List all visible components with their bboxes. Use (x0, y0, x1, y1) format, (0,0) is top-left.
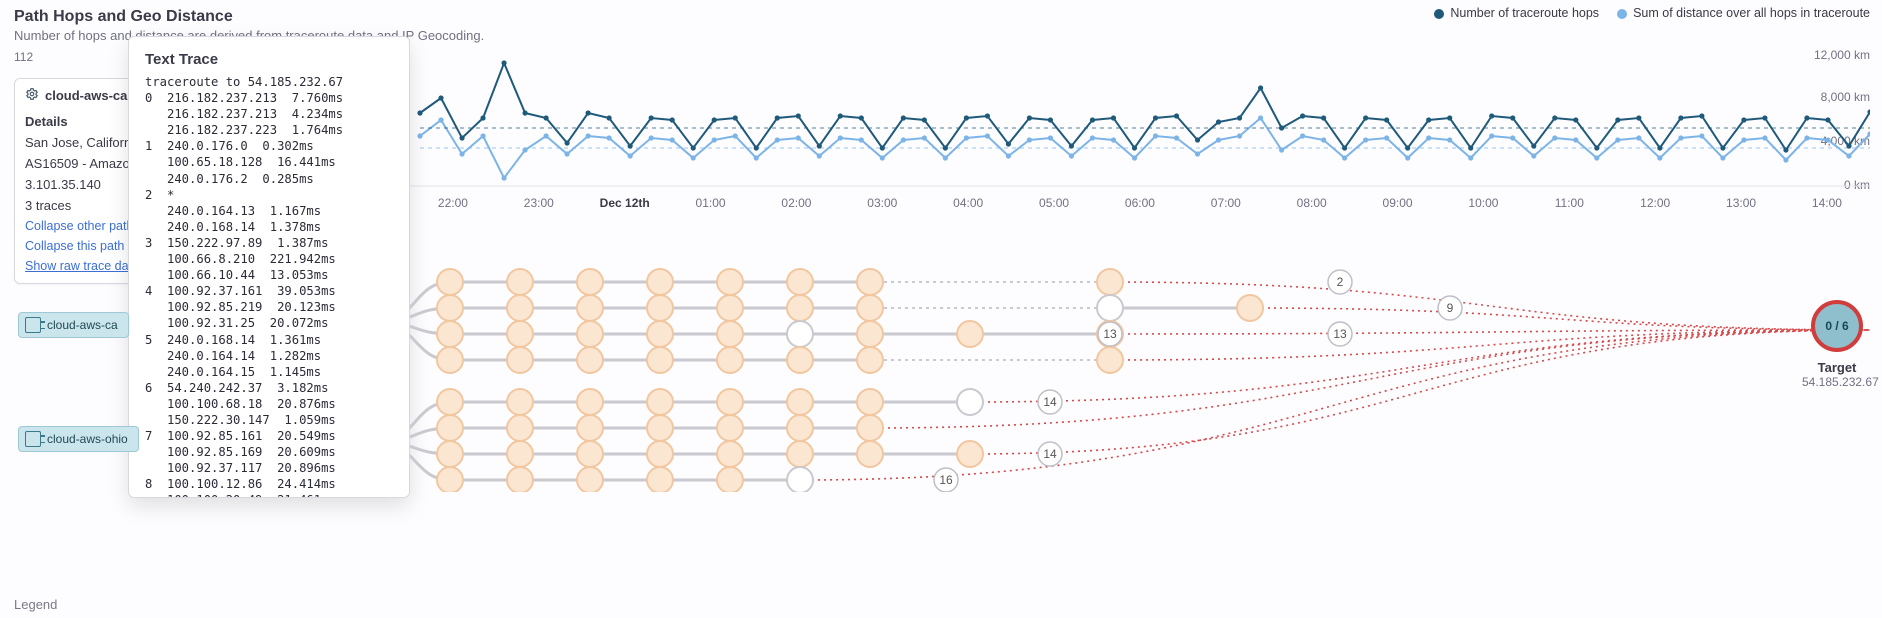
detail-location: San Jose, California (25, 135, 145, 150)
chart-legend: Number of traceroute hops Sum of distanc… (1434, 6, 1870, 20)
source-chip-label: cloud-aws-ca (47, 318, 118, 332)
xaxis-tick: 10:00 (1441, 196, 1527, 210)
svg-text:14: 14 (1043, 395, 1057, 409)
target-ip: 54.185.232.67 (1802, 375, 1872, 389)
text-trace-body[interactable]: traceroute to 54.185.232.67 0 216.182.23… (129, 74, 409, 498)
source-chip-label: cloud-aws-ohio (47, 432, 128, 446)
legend-label: Sum of distance over all hops in tracero… (1633, 6, 1870, 20)
xaxis-tick: 02:00 (754, 196, 840, 210)
xaxis-tick: 12:00 (1612, 196, 1698, 210)
xaxis-tick: 08:00 (1269, 196, 1355, 210)
xaxis-tick: 11:00 (1526, 196, 1612, 210)
xaxis-tick: 06:00 (1097, 196, 1183, 210)
svg-text:13: 13 (1103, 327, 1117, 341)
legend-heading: Legend (14, 597, 57, 612)
source-chip-ohio[interactable]: cloud-aws-ohio (18, 426, 139, 452)
details-heading: Details (25, 114, 145, 129)
xaxis-tick: 14:00 (1784, 196, 1870, 210)
svg-text:16: 16 (939, 473, 953, 487)
xaxis-tick: 23:00 (496, 196, 582, 210)
detail-ip: 3.101.35.140 (25, 177, 145, 192)
xaxis-tick: 01:00 (668, 196, 754, 210)
page-title: Path Hops and Geo Distance (14, 8, 484, 26)
plug-icon (25, 317, 41, 333)
source-title: cloud-aws-ca (45, 88, 127, 103)
svg-text:13: 13 (1333, 327, 1347, 341)
legend-label: Number of traceroute hops (1450, 6, 1599, 20)
target-ratio: 0 / 6 (1811, 300, 1863, 352)
text-trace-content: traceroute to 54.185.232.67 0 216.182.23… (145, 74, 393, 498)
gear-icon (25, 87, 39, 104)
source-chip-ca[interactable]: cloud-aws-ca (18, 312, 129, 338)
link-collapse-other[interactable]: Collapse other paths (25, 219, 145, 233)
svg-text:14: 14 (1043, 447, 1057, 461)
link-show-raw-trace[interactable]: Show raw trace data (25, 259, 145, 273)
text-trace-title: Text Trace (129, 37, 409, 74)
xaxis-tick: 13:00 (1698, 196, 1784, 210)
legend-item-distance[interactable]: Sum of distance over all hops in tracero… (1617, 6, 1870, 20)
plug-icon (25, 431, 41, 447)
svg-text:2: 2 (1337, 275, 1344, 289)
target-label: Target (1802, 360, 1872, 375)
xaxis-tick: 04:00 (925, 196, 1011, 210)
xaxis-tick: 07:00 (1183, 196, 1269, 210)
svg-text:9: 9 (1447, 301, 1454, 315)
text-trace-popover: Text Trace traceroute to 54.185.232.67 0… (128, 36, 410, 498)
detail-asn: AS16509 - Amazon, (25, 156, 145, 171)
xaxis-tick: Dec 12th (582, 196, 668, 210)
detail-trace-count: 3 traces (25, 198, 145, 213)
hop-topology[interactable]: 13 2 13 9 14 14 16 (410, 262, 1870, 492)
chart-xaxis: 22:0023:00Dec 12th01:0002:0003:0004:0005… (410, 196, 1870, 210)
legend-item-hops[interactable]: Number of traceroute hops (1434, 6, 1599, 20)
xaxis-tick: 03:00 (839, 196, 925, 210)
xaxis-tick: 09:00 (1355, 196, 1441, 210)
target-node[interactable]: 0 / 6 Target 54.185.232.67 (1802, 300, 1872, 389)
xaxis-tick: 05:00 (1011, 196, 1097, 210)
yaxis-left-max: 112 (14, 50, 33, 64)
link-collapse-this[interactable]: Collapse this path (25, 239, 145, 253)
xaxis-tick: 22:00 (410, 196, 496, 210)
